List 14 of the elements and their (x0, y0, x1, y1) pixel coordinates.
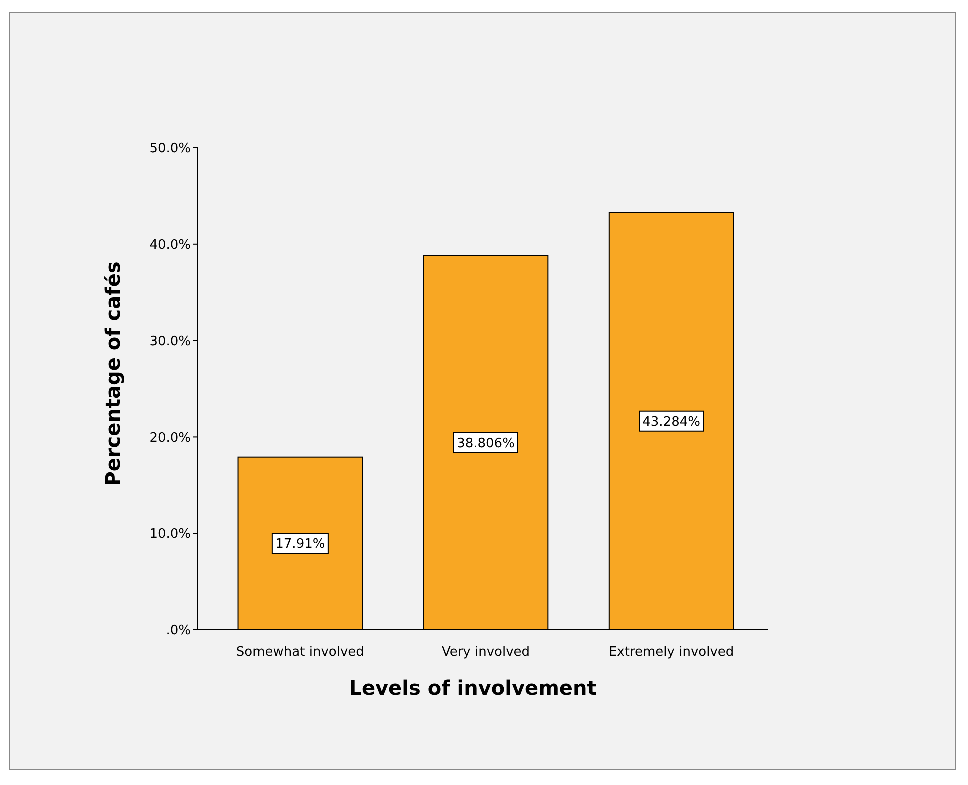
data-label: 43.284% (642, 414, 700, 430)
y-axis-title: Percentage of cafés (101, 262, 125, 486)
x-axis-title: Levels of involvement (349, 676, 598, 700)
x-tick-label: Very involved (442, 645, 530, 660)
y-tick-label: 50.0% (150, 142, 191, 157)
y-tick-label: 30.0% (150, 334, 191, 350)
x-tick-label: Extremely involved (608, 645, 734, 660)
data-label: 38.806% (457, 436, 515, 452)
data-label: 17.91% (276, 537, 326, 552)
y-tick-label: 20.0% (150, 430, 191, 446)
y-tick-label: 40.0% (150, 238, 191, 253)
y-tick-label: 10.0% (150, 527, 191, 542)
y-tick-label: .0% (166, 624, 191, 639)
x-tick-label: Somewhat involved (236, 645, 364, 660)
